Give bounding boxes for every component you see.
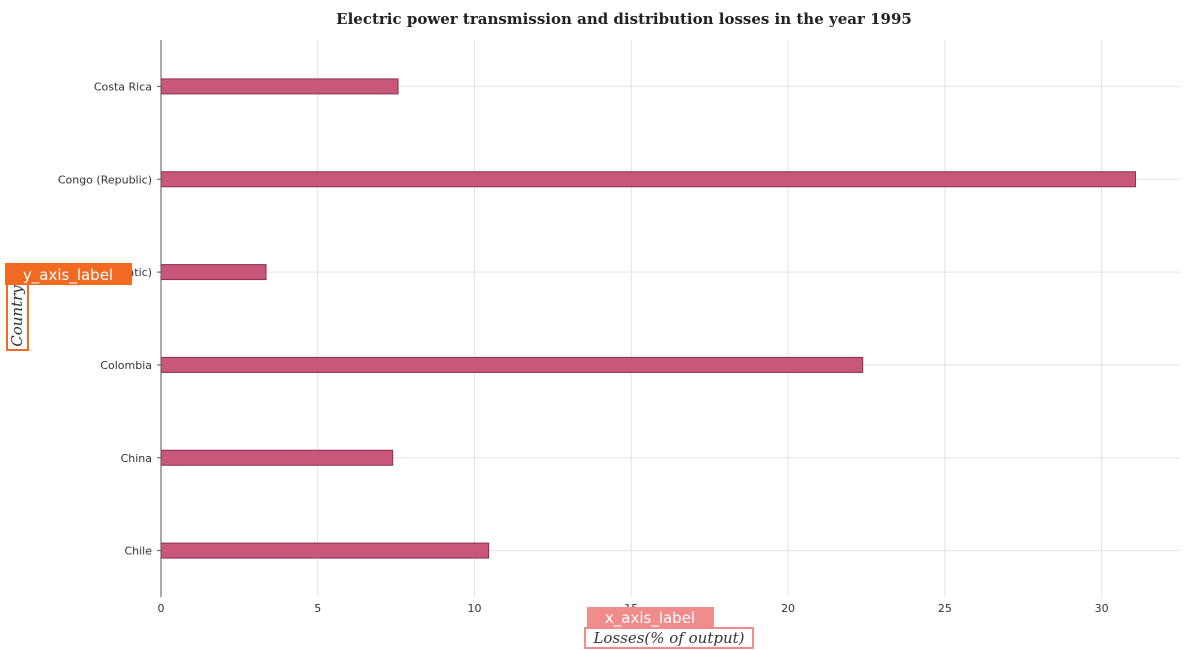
x-axis-title-box	[584, 627, 754, 649]
x-tick-label: 5	[314, 602, 321, 615]
y-axis-tag-text: y_axis_label	[23, 266, 113, 285]
x-axis-tag-text: x_axis_label	[605, 609, 695, 628]
bars	[160, 78, 1136, 559]
bar	[160, 356, 864, 373]
y-axis-title: Country	[8, 285, 26, 347]
x-tick-label: 30	[1095, 602, 1109, 615]
x-tick-label: 10	[468, 602, 482, 615]
y-tick-label: China	[121, 452, 152, 465]
bar	[160, 171, 1136, 188]
bar	[160, 264, 267, 281]
x-tick-label: 0	[158, 602, 165, 615]
y-tick-label: Colombia	[100, 359, 152, 372]
grid	[160, 40, 1180, 597]
y-axis-tag	[5, 263, 132, 285]
x-tick-label: 20	[781, 602, 795, 615]
chart-title: Electric power transmission and distribu…	[336, 10, 912, 28]
y-tick-label: Congo (Republic)	[58, 173, 152, 186]
x-axis-title: Losses(% of output)	[592, 629, 744, 647]
x-axis-tag	[587, 607, 714, 628]
bar	[160, 449, 394, 466]
y-tick-label: Costa Rica	[94, 80, 152, 93]
bar	[160, 542, 490, 559]
y-tick-label: Chile	[124, 545, 152, 558]
bar	[160, 78, 399, 95]
x-tick-label: 25	[938, 602, 952, 615]
